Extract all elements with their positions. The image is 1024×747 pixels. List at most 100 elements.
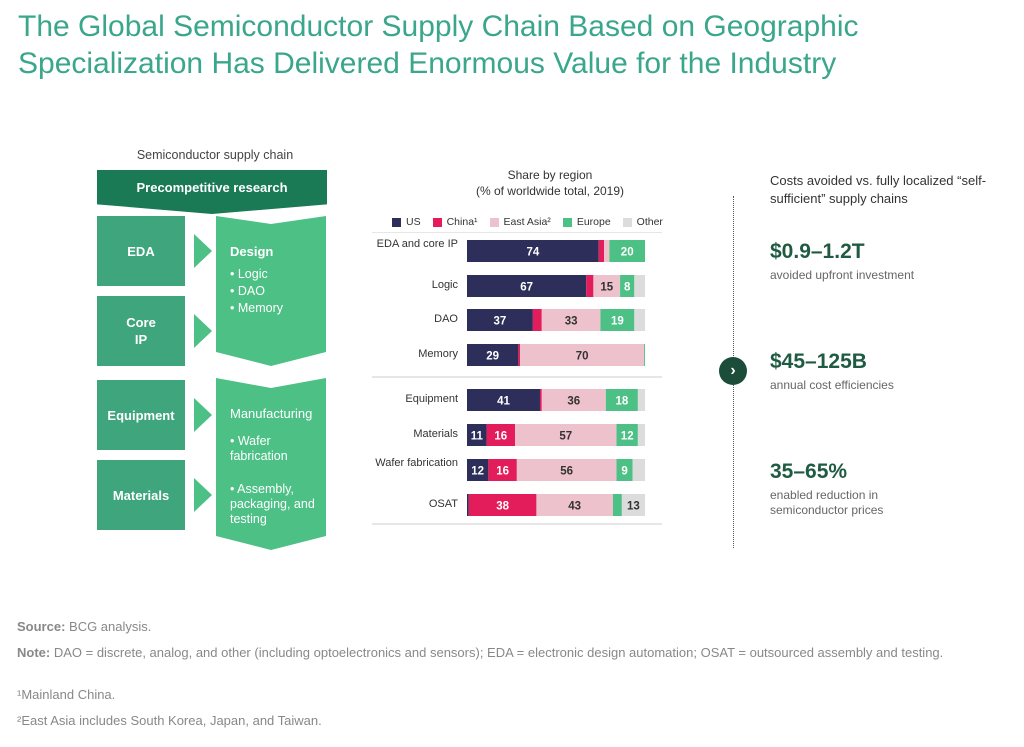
cost-label-investment: avoided upfront investment (770, 268, 915, 282)
arrow-right-icon (194, 478, 212, 512)
bar-value-label: 13 (627, 501, 640, 513)
bar-segment (467, 275, 587, 297)
bar-value-label: 70 (576, 351, 589, 363)
legend-label: Other (636, 216, 663, 228)
bar-segment (467, 424, 487, 446)
bar-segment (486, 424, 516, 446)
bar-segment (467, 309, 533, 331)
source-note: Source: BCG analysis. (17, 619, 1007, 635)
chart-legend: US China¹ East Asia² Europe Other (392, 214, 692, 230)
bar-segment (600, 309, 635, 331)
bar-segment (488, 459, 517, 481)
row-label: Materials (413, 428, 458, 440)
bar-value-label: 29 (486, 351, 499, 363)
arrow-right-icon (194, 398, 212, 432)
legend-swatch (489, 217, 499, 227)
bar-segment (541, 389, 606, 411)
row-label: Logic (431, 279, 458, 291)
bar-segment (467, 344, 519, 366)
bar-value-label: 9 (621, 466, 627, 478)
equipment-box: Equipment (97, 380, 185, 450)
cost-label-efficiencies: annual cost efficiencies (770, 378, 894, 392)
legend-swatch (622, 217, 632, 227)
bar-value-label: 8 (624, 282, 631, 294)
bar-value-label: 15 (600, 282, 613, 294)
row-label: OSAT (428, 498, 458, 510)
bar-segment (541, 309, 601, 331)
bar-segment (467, 459, 489, 481)
legend-item-east-asia: East Asia² (489, 216, 551, 228)
precompetitive-label: Precompetitive research (136, 180, 288, 195)
core-ip-label: Core IP (126, 315, 156, 347)
bar-segment (605, 389, 638, 411)
bar-value-label: 38 (496, 501, 509, 513)
bar-segment (467, 389, 540, 411)
bar-value-label: 36 (567, 396, 580, 408)
equipment-label: Equipment (107, 407, 175, 423)
eda-box: EDA (97, 216, 185, 286)
arrow-right-icon (194, 314, 212, 348)
chart-subtitle: (% of worldwide total, 2019) (475, 184, 625, 198)
bar-value-label: 57 (559, 431, 572, 443)
bar-segment (520, 344, 645, 366)
manufacturing-title: Manufacturing (230, 406, 313, 421)
footnote-1: ¹Mainland China. (17, 687, 116, 702)
chart-title: Share by region (507, 168, 593, 182)
costs-header: Costs avoided vs. fully localized “self-… (770, 173, 987, 206)
legend-swatch (392, 217, 401, 227)
cost-value-prices: 35–65% (770, 460, 848, 483)
bar-value-label: 16 (494, 431, 507, 443)
bar-segment (532, 309, 542, 331)
legend-label: Europe (576, 216, 611, 228)
bar-value-label: 74 (526, 247, 539, 259)
bar-value-label: 56 (560, 466, 573, 478)
legend-swatch (432, 217, 442, 227)
bar-segment (634, 275, 645, 297)
bar-segment (632, 459, 645, 481)
bar-segment (612, 494, 622, 516)
bar-segment (616, 459, 633, 481)
manufacturing-item-assembly: • Assembly, packaging, and testing (230, 482, 315, 526)
row-label: Memory (418, 348, 458, 360)
precompetitive-research-banner: Precompetitive research (97, 170, 327, 214)
bar-segment (468, 494, 537, 516)
bar-segment (634, 309, 645, 331)
chevron-right-icon[interactable]: › (719, 357, 747, 385)
bar-segment (637, 424, 645, 446)
note-text: DAO = discrete, analog, and other (inclu… (50, 645, 944, 660)
legend-swatch (562, 217, 572, 227)
design-item-logic: • Logic (230, 267, 268, 281)
supply-chain-caption: Semiconductor supply chain (136, 148, 294, 162)
legend-label: East Asia² (503, 216, 551, 228)
bar-value-label: 20 (621, 247, 634, 259)
bar-value-label: 19 (611, 316, 624, 328)
page-title: The Global Semiconductor Supply Chain Ba… (18, 10, 859, 80)
bar-value-label: 12 (471, 466, 484, 478)
design-item-memory: • Memory (230, 301, 283, 315)
bar-value-label: 16 (496, 466, 509, 478)
arrow-right-icon (194, 234, 212, 268)
cost-value-investment: $0.9–1.2T (770, 240, 865, 263)
bar-segment (616, 424, 638, 446)
bar-value-label: 11 (471, 431, 484, 443)
cost-value-efficiencies: $45–125B (770, 350, 867, 373)
bar-segment (609, 240, 645, 262)
legend-item-china: China¹ (432, 216, 478, 228)
bar-value-label: 37 (494, 316, 507, 328)
materials-label: Materials (112, 487, 170, 503)
bar-segment (536, 494, 613, 516)
eda-label: EDA (127, 243, 155, 259)
bar-segment (598, 240, 605, 262)
bar-value-label: 67 (520, 282, 533, 294)
materials-box: Materials (97, 460, 185, 530)
legend-item-other: Other (622, 216, 663, 228)
bar-segment (644, 344, 645, 366)
bar-segment (604, 240, 610, 262)
legend-label: China¹ (446, 216, 478, 228)
bar-segment (586, 275, 594, 297)
source-text: BCG analysis. (65, 619, 152, 634)
chart-title-block: Share by region (% of worldwide total, 2… (440, 167, 660, 199)
bar-value-label: 18 (615, 396, 628, 408)
row-label: EDA and core IP (376, 238, 458, 250)
row-label: Wafer fabrication (375, 457, 458, 469)
